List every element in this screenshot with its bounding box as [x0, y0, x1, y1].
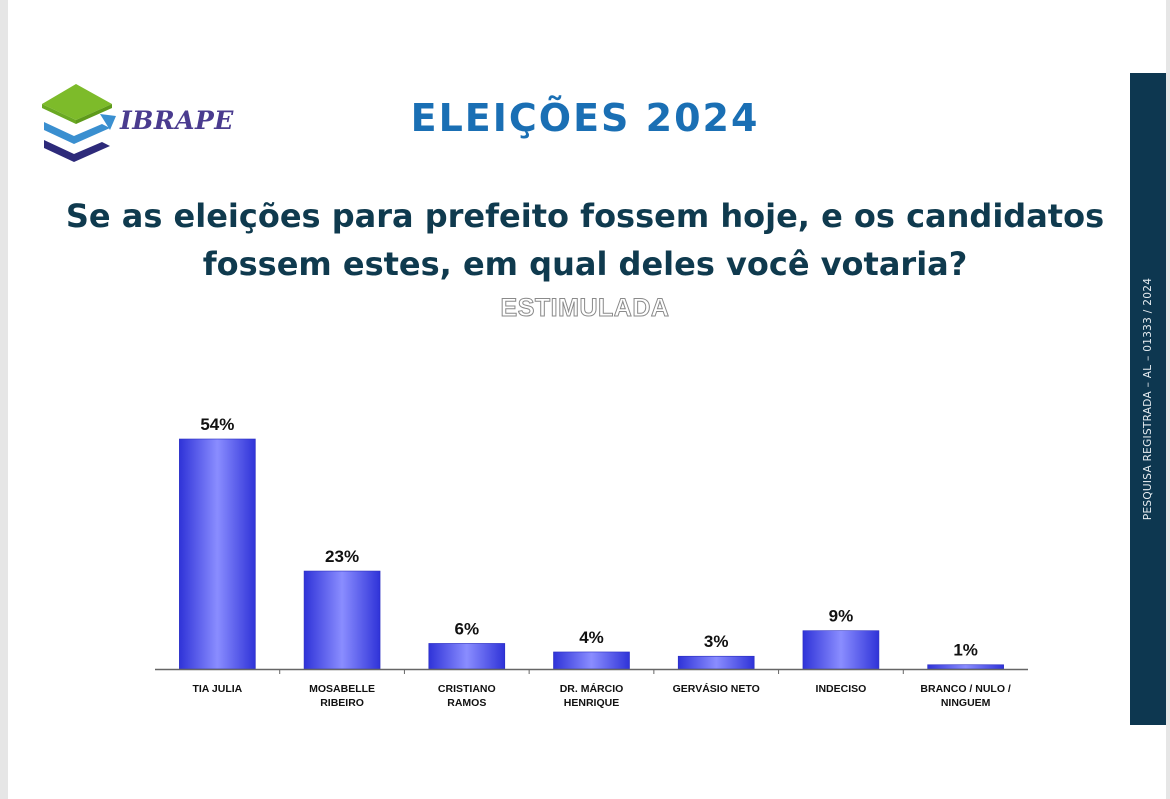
logo-layers-icon [42, 84, 116, 162]
bar [553, 651, 630, 670]
logo-text: IBRAPE [120, 106, 234, 135]
bar-value-label: 23% [325, 547, 359, 566]
category-label: GERVÁSIO NETO [673, 682, 760, 695]
page-title: ELEIÇÕES 2024 [410, 96, 760, 140]
bar [677, 655, 755, 670]
category-label: BRANCO / NULO / [920, 683, 1010, 695]
bar-value-label: 1% [953, 641, 978, 660]
category-label: RAMOS [447, 697, 486, 709]
category-label: MOSABELLE [309, 683, 375, 695]
bar-value-label: 54% [200, 415, 234, 434]
registration-side-band: PESQUISA REGISTRADA – AL – 01333 / 2024 [1130, 73, 1166, 725]
bar-value-label: 6% [454, 619, 479, 638]
bar [802, 630, 880, 670]
bar [428, 643, 506, 670]
bar [303, 570, 381, 670]
bar-value-label: 4% [579, 628, 604, 647]
category-label: RIBEIRO [320, 697, 364, 709]
category-label: HENRIQUE [564, 697, 619, 709]
question-line-2: fossem estes, em qual deles você votaria… [202, 245, 968, 283]
bar-value-label: 3% [704, 632, 729, 651]
question-line-1: Se as eleições para prefeito fossem hoje… [65, 197, 1105, 235]
bar [179, 438, 256, 670]
category-label: TIA JULIA [192, 683, 242, 695]
bar-value-label: 9% [829, 607, 854, 626]
survey-question: Se as eleições para prefeito fossem hoje… [0, 192, 1170, 288]
survey-type-label: ESTIMULADA [500, 294, 670, 323]
category-label: NINGUEM [941, 697, 991, 709]
category-label: CRISTIANO [438, 683, 496, 695]
category-label: INDECISO [816, 683, 867, 695]
ibrape-logo: IBRAPE [40, 82, 233, 166]
category-label: DR. MÁRCIO [560, 682, 624, 695]
bar [927, 664, 1004, 670]
